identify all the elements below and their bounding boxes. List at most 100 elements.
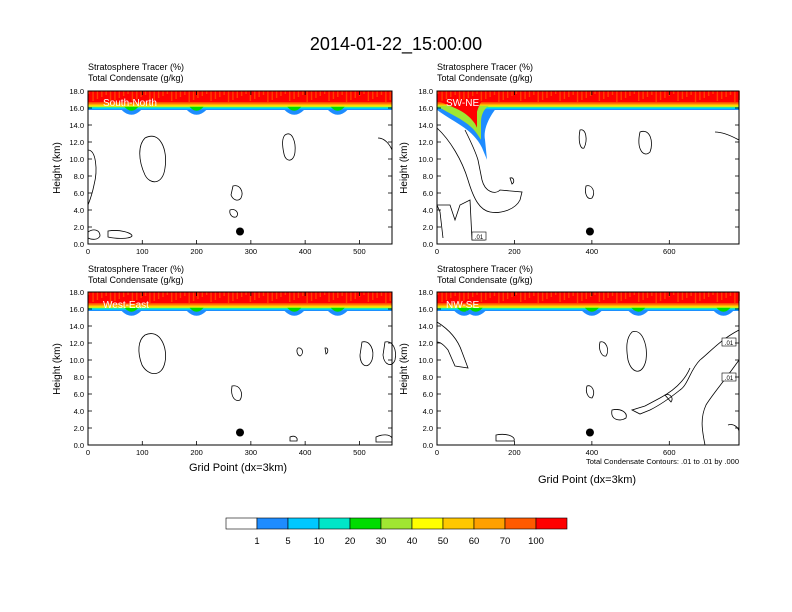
colorbar-label: 40 [407, 536, 418, 547]
tracer-streak [642, 91, 644, 99]
tracer-streak [546, 91, 548, 98]
tracer-streak [568, 292, 570, 298]
tracer-streak [267, 91, 269, 102]
tracer-streak [201, 91, 204, 96]
tracer-streak [681, 292, 684, 300]
contour-line [585, 385, 595, 399]
tracer-streak [624, 292, 627, 299]
tracer-streak [581, 292, 583, 301]
tracer-streak [712, 91, 714, 94]
tracer-streak [171, 292, 173, 302]
x-tick-label: 400 [586, 448, 599, 457]
tracer-band [88, 309, 392, 311]
panel-header-line2: Total Condensate (g/kg) [88, 275, 184, 285]
contour-line [599, 341, 608, 357]
tracer-streak [197, 292, 199, 299]
tracer-band [437, 306, 739, 308]
tracer-streak [227, 91, 230, 102]
tracer-band [88, 107, 392, 110]
tracer-band [437, 307, 739, 309]
tracer-band [88, 304, 392, 306]
tracer-streak [271, 292, 273, 301]
contour-line [282, 133, 296, 161]
tracer-streak [607, 292, 609, 298]
contour-line [664, 394, 673, 403]
colorbar-label: 30 [376, 536, 387, 547]
tracer-streak [467, 91, 469, 98]
x-tick-label: 200 [508, 448, 521, 457]
tracer-streak [506, 292, 509, 299]
tracer-streak [127, 91, 129, 94]
contour-line [630, 329, 740, 415]
x-tick-label: 0 [435, 247, 439, 256]
tracer-streak [96, 292, 99, 300]
tracer-streak [624, 91, 627, 98]
y-tick-label: 12.0 [69, 339, 84, 348]
tracer-streak [192, 91, 195, 100]
tracer-streak [550, 292, 553, 297]
y-tick-label: 6.0 [423, 189, 433, 198]
x-tick-label: 100 [136, 247, 149, 256]
x-tick-label: 0 [86, 247, 90, 256]
tracer-field [88, 292, 392, 316]
y-tick-label: 10.0 [69, 356, 84, 365]
tracer-streak [328, 292, 330, 302]
panel-header-line2: Total Condensate (g/kg) [88, 73, 184, 83]
y-tick-label: 18.0 [418, 288, 433, 297]
y-tick-label: 2.0 [74, 223, 84, 232]
panel-label: SW-NE [446, 98, 479, 109]
tracer-streak [445, 292, 448, 300]
y-tick-label: 10.0 [418, 356, 433, 365]
tracer-streak [603, 292, 605, 300]
tracer-streak [350, 91, 352, 100]
y-axis-label: Height (km) [52, 142, 63, 194]
tracer-streak [638, 292, 640, 302]
tracer-streak [559, 292, 561, 302]
tracer-streak [716, 292, 719, 302]
tracer-dip [713, 310, 734, 316]
tracer-streak [598, 91, 601, 101]
panel-nw-se: Stratosphere Tracer (%) Total Condensate… [399, 264, 740, 486]
y-tick-label: 14.0 [418, 121, 433, 130]
contour-line [638, 130, 652, 155]
location-marker [236, 428, 244, 437]
y-axis-label: Height (km) [52, 343, 63, 395]
x-tick-label: 600 [663, 448, 676, 457]
tracer-streak [315, 91, 317, 98]
tracer-streak [319, 91, 322, 96]
tracer-streak [576, 91, 579, 102]
tracer-streak [681, 91, 684, 99]
tracer-band [88, 305, 392, 307]
tracer-band [437, 108, 739, 110]
contour-line [324, 347, 329, 355]
tracer-dip [287, 106, 302, 111]
tracer-streak [332, 292, 335, 300]
tracer-streak [136, 292, 138, 300]
tracer-band [88, 307, 392, 309]
tracer-streak [236, 292, 238, 299]
tracer-streak [471, 91, 474, 96]
tracer-streak [271, 91, 273, 100]
y-tick-label: 6.0 [74, 390, 84, 399]
tracer-streak [328, 91, 330, 101]
tracer-band [88, 105, 392, 107]
tracer-streak [232, 91, 234, 100]
tracer-streak [441, 292, 443, 302]
tracer-streak [319, 292, 322, 297]
contour-line [139, 135, 167, 183]
colorbar-label: 20 [345, 536, 356, 547]
y-tick-label: 6.0 [74, 189, 84, 198]
tracer-dip [330, 106, 345, 111]
colorbar: 1 5 10 20 30 40 50 60 70 100 [225, 517, 568, 547]
y-tick-label: 4.0 [74, 206, 84, 215]
colorbar-label: 100 [528, 536, 544, 547]
tracer-streak [389, 292, 391, 301]
tracer-streak [140, 91, 142, 97]
tracer-intrusion [437, 100, 483, 128]
y-tick-label: 16.0 [418, 104, 433, 113]
tracer-band [437, 302, 739, 305]
contour-line [87, 149, 97, 206]
tracer-streak [515, 91, 518, 94]
tracer-streak [454, 91, 456, 95]
y-tick-label: 4.0 [423, 407, 433, 416]
